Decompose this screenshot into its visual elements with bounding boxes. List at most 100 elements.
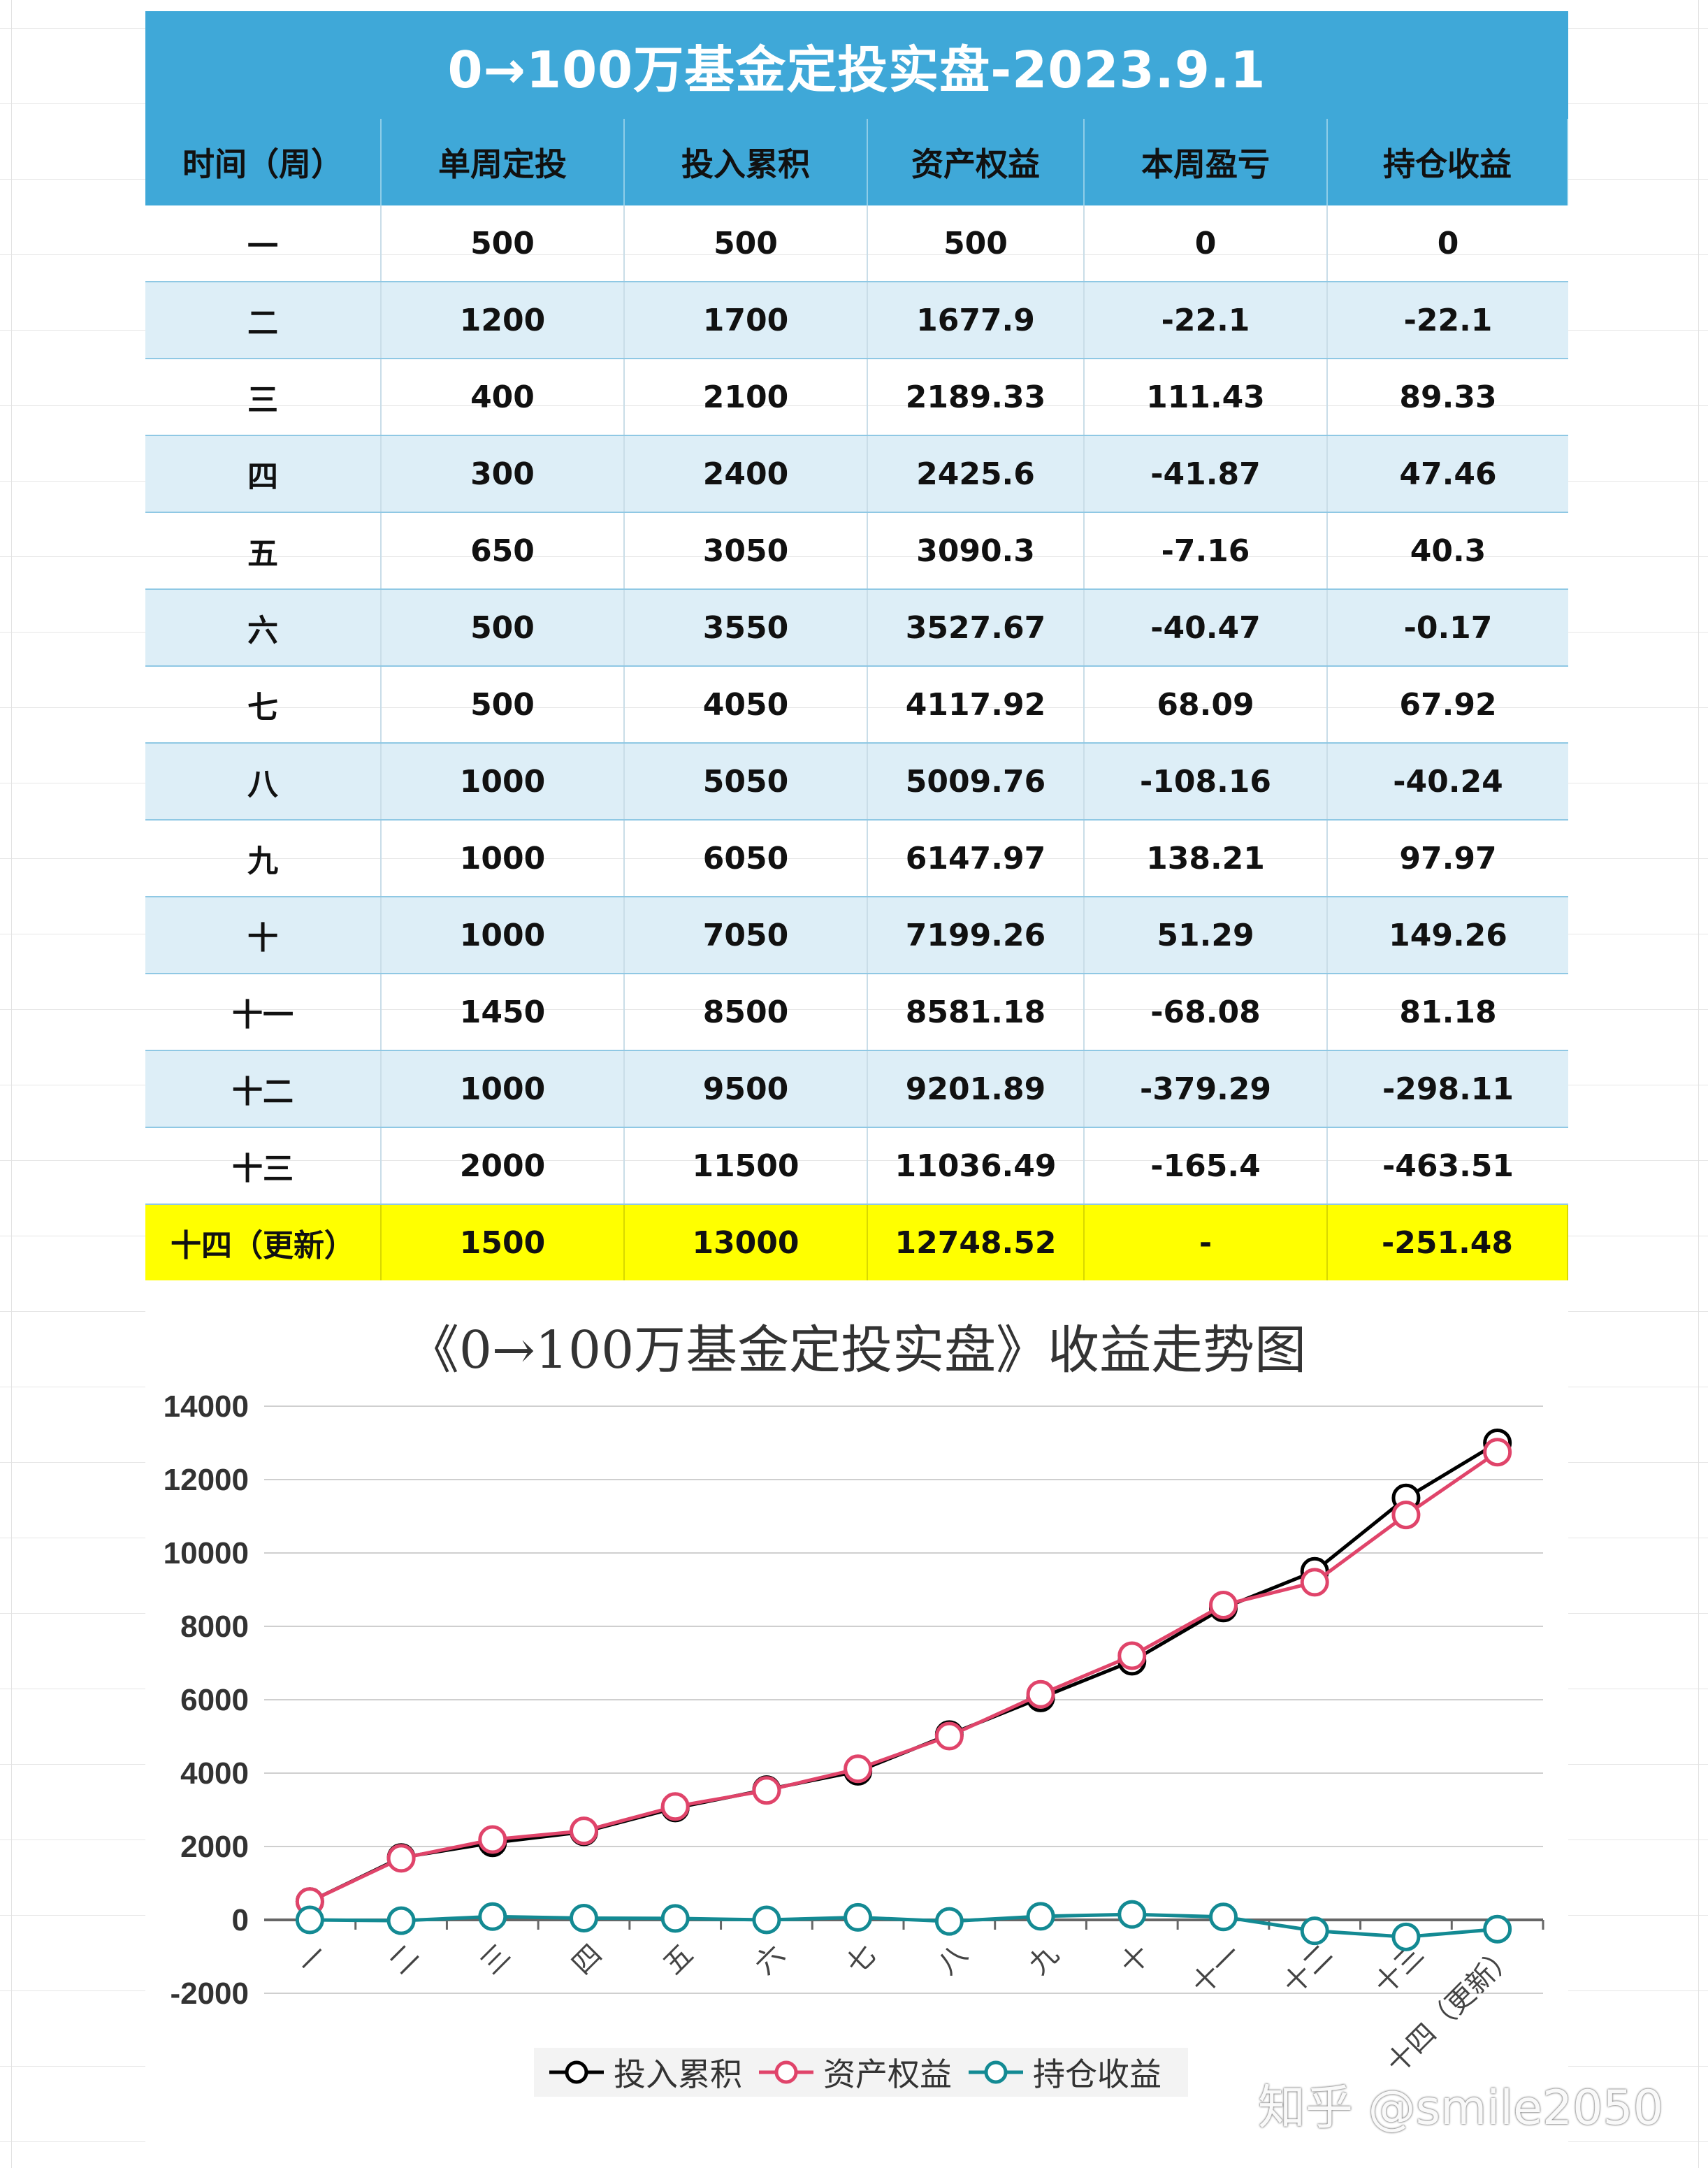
table-cell: 十四（更新） (145, 1205, 382, 1280)
y-tick-label: 2000 (180, 1830, 249, 1864)
data-point (570, 1904, 598, 1933)
y-tick-label: 12000 (164, 1463, 249, 1497)
data-point (934, 1907, 964, 1936)
table-cell: 1450 (382, 974, 625, 1050)
table-cell: 2100 (625, 359, 868, 435)
table-cell: -22.1 (1085, 282, 1328, 358)
data-point (1483, 1438, 1512, 1467)
table-cell: 7199.26 (868, 897, 1085, 973)
table-cell: 13000 (625, 1205, 868, 1280)
table-cell: -40.47 (1085, 590, 1328, 665)
table-cell: 1000 (382, 1051, 625, 1127)
table-title: 0→100万基金定投实盘-2023.9.1 (145, 11, 1568, 119)
table-cell: -379.29 (1085, 1051, 1328, 1127)
header-cell: 资产权益 (868, 119, 1085, 205)
legend-marker (759, 2060, 813, 2084)
data-point (1391, 1922, 1421, 1951)
table-cell: 68.09 (1085, 667, 1328, 742)
table-row: 五 650 3050 3090.3 -7.16 40.3 (145, 513, 1568, 590)
y-tick-label: 4000 (180, 1756, 249, 1791)
table-cell: 138.21 (1085, 821, 1328, 896)
table-cell: 3090.3 (868, 513, 1085, 588)
header-cell: 单周定投 (382, 119, 625, 205)
line-chart: 《0→100万基金定投实盘》收益走势图 14000 12000 10000 8000 6… (145, 1294, 1568, 2154)
data-point (844, 1754, 873, 1784)
table-cell: -41.87 (1085, 436, 1328, 512)
x-tick-label: 九 (1022, 1939, 1065, 1981)
chart-title: 《0→100万基金定投实盘》收益走势图 (407, 1320, 1307, 1380)
table-cell: 650 (382, 513, 625, 588)
table-cell: 4117.92 (868, 667, 1085, 742)
table-row: 十四（更新） 1500 13000 12748.52- -251.48 (145, 1205, 1568, 1280)
table-cell: - (1085, 1205, 1328, 1280)
y-tick-label: 10000 (164, 1536, 249, 1570)
table-row: 四 300 2400 2425.6 -41.87 47.46 (145, 436, 1568, 513)
x-tick-label: 六 (748, 1939, 791, 1981)
table-cell: 400 (382, 359, 625, 435)
x-tick-label: 十一 (1185, 1939, 1247, 2001)
data-point (1209, 1590, 1238, 1619)
header-cell: 时间（周） (145, 119, 382, 205)
table-cell: 十 (145, 897, 382, 973)
table-cell: 8500 (625, 974, 868, 1050)
x-tick-label: 八 (932, 1939, 974, 1981)
table-cell: 11036.49 (868, 1128, 1085, 1204)
table-cell: 十一 (145, 974, 382, 1050)
table-cell: 1200 (382, 282, 625, 358)
table-row: 八 1000 5050 5009.76 -108.16 -40.24 (145, 744, 1568, 821)
table-cell: 9201.89 (868, 1051, 1085, 1127)
table-row: 七 500 4050 4117.92 68.09 67.92 (145, 667, 1568, 744)
table-cell: 八 (145, 744, 382, 819)
table-cell: 6147.97 (868, 821, 1085, 896)
data-point (752, 1905, 781, 1935)
data-point (295, 1905, 324, 1935)
table-cell: -40.24 (1393, 763, 1503, 800)
table-cell: 6050 (625, 821, 868, 896)
data-point (1300, 1568, 1329, 1597)
table-cell: 7050 (625, 897, 868, 973)
legend-label: 投入累积 (614, 2055, 742, 2093)
data-point (660, 1792, 690, 1821)
legend-label: 持仓收益 (1033, 2055, 1161, 2093)
table-header-row: 时间（周） 单周定投 投入累积 资产权益 本周盈亏 持仓收益 (145, 119, 1568, 205)
data-point (386, 1906, 416, 1935)
table-cell: 十三 (145, 1128, 382, 1204)
table-cell: 2400 (625, 436, 868, 512)
table-cell: -108.16 (1085, 744, 1328, 819)
table-cell: 5050 (625, 744, 868, 819)
data-point (478, 1902, 507, 1931)
table-cell: 11500 (625, 1128, 868, 1204)
table-row: 十一 1450 8500 8581.18 -68.08 81.18 (145, 974, 1568, 1051)
legend-entry: 投入累积 (547, 2049, 742, 2095)
table-body: 一 500 500 500 0 0 二 1200 1700 1677.9 -22.1 -22.1 三 40… (145, 205, 1568, 1280)
sheet-column-line (1698, 0, 1699, 2168)
table-row: 九 1000 6050 6147.97 138.21 97.97 (145, 821, 1568, 897)
table-row: 二 1200 1700 1677.9 -22.1 -22.1 (145, 282, 1568, 359)
table-cell: 1000 (382, 821, 625, 896)
table-cell: 2425.6 (868, 436, 1085, 512)
table-cell: 500 (625, 205, 868, 281)
table-cell: 2000 (382, 1128, 625, 1204)
series-line (309, 1450, 1499, 1904)
data-point (1026, 1902, 1055, 1931)
y-tick-label: 14000 (164, 1389, 249, 1424)
table-cell: 97.97 (1399, 840, 1497, 876)
table-cell: -463.51 (1382, 1148, 1514, 1184)
table-row: 一 500 500 500 0 0 (145, 205, 1568, 282)
header-cell: 投入累积 (625, 119, 868, 205)
table-cell: 六 (145, 590, 382, 665)
table-cell: 0 (1437, 225, 1459, 261)
data-point (1117, 1900, 1147, 1929)
x-tick-label: 十 (1114, 1939, 1157, 1981)
table-cell: 500 (868, 205, 1085, 281)
table-cell: 149.26 (1389, 917, 1507, 953)
table-row: 十二 1000 9500 9201.89 -379.29 -298.11 (145, 1051, 1568, 1128)
table-cell: 3527.67 (868, 590, 1085, 665)
x-tick-label: 七 (840, 1939, 883, 1981)
legend-entry: 持仓收益 (966, 2049, 1161, 2095)
table-cell: 51.29 (1085, 897, 1328, 973)
legend-entry: 资产权益 (756, 2049, 952, 2095)
table-cell: 67.92 (1399, 686, 1497, 723)
table-cell: 1000 (382, 897, 625, 973)
y-tick-label: 0 (232, 1903, 249, 1937)
